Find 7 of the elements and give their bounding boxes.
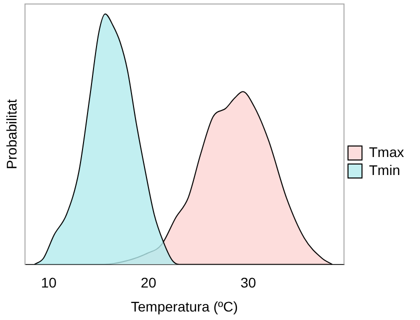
y-axis-title: Probabilitat <box>3 99 20 170</box>
legend-label: Tmin <box>369 162 400 178</box>
x-tick-label: 30 <box>240 274 256 291</box>
x-tick-label: 20 <box>140 274 156 291</box>
legend-label: Tmax <box>369 144 404 160</box>
x-tick-label: 10 <box>40 274 57 291</box>
x-axis-title: Temperatura (ºC) <box>130 298 238 314</box>
